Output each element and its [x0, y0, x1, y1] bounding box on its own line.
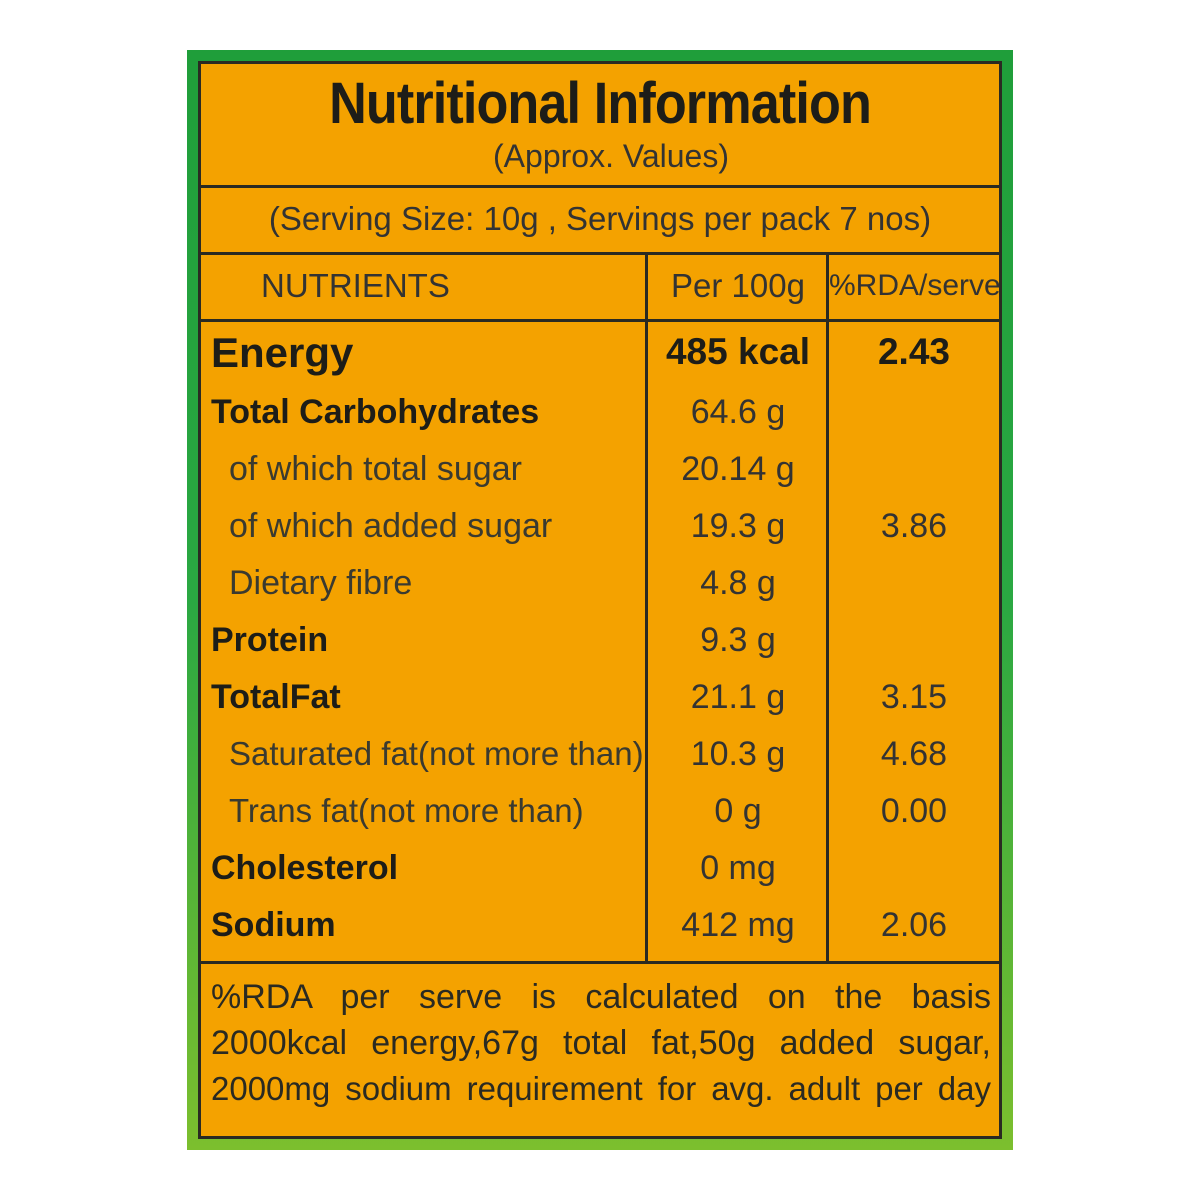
title-section: Nutritional Information (Approx. Values) — [198, 61, 1002, 188]
nutrient-value: 0 g — [714, 792, 762, 830]
nutrient-name: Cholesterol — [211, 849, 399, 887]
nutrient-value: 4.8 g — [700, 564, 776, 602]
nutrient-name: of which added sugar — [229, 507, 553, 545]
nutrition-panel: Nutritional Information (Approx. Values)… — [198, 61, 1002, 1139]
column-divider — [826, 255, 829, 961]
nutrient-value: 64.6 g — [690, 393, 786, 431]
nutrient-name: of which total sugar — [229, 450, 522, 488]
column-header-per100g: Per 100g — [671, 267, 805, 304]
nutrient-value: 485 kcal — [665, 331, 811, 372]
column-divider — [645, 255, 648, 961]
footnote-section: %RDA per serve is calculated on the basi… — [198, 961, 1002, 1139]
table-row: Trans fat(not more than) 0 g 0.00 — [201, 792, 999, 849]
page-title: Nutritional Information — [329, 71, 872, 136]
nutrient-name: Dietary fibre — [229, 564, 413, 602]
nutrient-value: 9.3 g — [700, 621, 776, 659]
nutrient-name: Energy — [211, 329, 354, 376]
table-row: Energy 485 kcal 2.43 — [201, 329, 999, 388]
nutrient-name: Protein — [211, 621, 329, 659]
footnote-line: 2000kcal energy,67g total fat,50g added … — [211, 1024, 991, 1062]
nutrition-table: NUTRIENTS Per 100g %RDA/serve Energy 485… — [198, 252, 1002, 964]
nutrient-name: Sodium — [211, 906, 336, 944]
table-row: Saturated fat(not more than) 10.3 g 4.68 — [201, 735, 999, 792]
header-divider — [201, 319, 999, 322]
table-row: Dietary fibre 4.8 g — [201, 564, 999, 621]
nutrient-rda: 3.86 — [880, 507, 948, 545]
nutrient-rda: 2.43 — [877, 331, 950, 372]
nutrient-value: 412 mg — [681, 906, 795, 944]
footnote-line: %RDA per serve is calculated on the basi… — [211, 978, 991, 1016]
nutrient-value: 21.1 g — [690, 678, 786, 716]
nutrient-rda: 2.06 — [880, 906, 948, 944]
table-row: of which total sugar 20.14 g — [201, 450, 999, 507]
footnote-line: 2000mg sodium requirement for avg. adult… — [211, 1070, 991, 1107]
nutrient-name: TotalFat — [211, 678, 341, 716]
label-frame: Nutritional Information (Approx. Values)… — [187, 50, 1013, 1150]
nutrient-name: Trans fat(not more than) — [229, 792, 584, 829]
table-row: Sodium 412 mg 2.06 — [201, 906, 999, 963]
nutrient-value: 0 mg — [700, 849, 776, 887]
table-row: Protein 9.3 g — [201, 621, 999, 678]
nutrient-value: 10.3 g — [690, 735, 786, 773]
serving-info: (Serving Size: 10g , Servings per pack 7… — [268, 200, 932, 237]
table-row: of which added sugar 19.3 g 3.86 — [201, 507, 999, 564]
nutrient-value: 19.3 g — [690, 507, 786, 545]
serving-section: (Serving Size: 10g , Servings per pack 7… — [198, 185, 1002, 255]
table-row: Cholesterol 0 mg — [201, 849, 999, 906]
column-header-nutrients: NUTRIENTS — [261, 267, 450, 304]
footnote: %RDA per serve is calculated on the basi… — [211, 974, 991, 1112]
table-row: TotalFat 21.1 g 3.15 — [201, 678, 999, 735]
nutrient-rda: 4.68 — [880, 735, 948, 773]
column-header-rda: %RDA/serve — [829, 269, 1001, 302]
page-subtitle: (Approx. Values) — [493, 138, 729, 174]
nutrient-rda: 3.15 — [880, 678, 948, 716]
nutrient-rda: 0.00 — [880, 792, 948, 830]
table-row: Total Carbohydrates 64.6 g — [201, 393, 999, 450]
nutrient-name: Saturated fat(not more than) — [229, 735, 644, 772]
nutrient-name: Total Carbohydrates — [211, 393, 540, 431]
nutrient-value: 20.14 g — [681, 450, 795, 488]
